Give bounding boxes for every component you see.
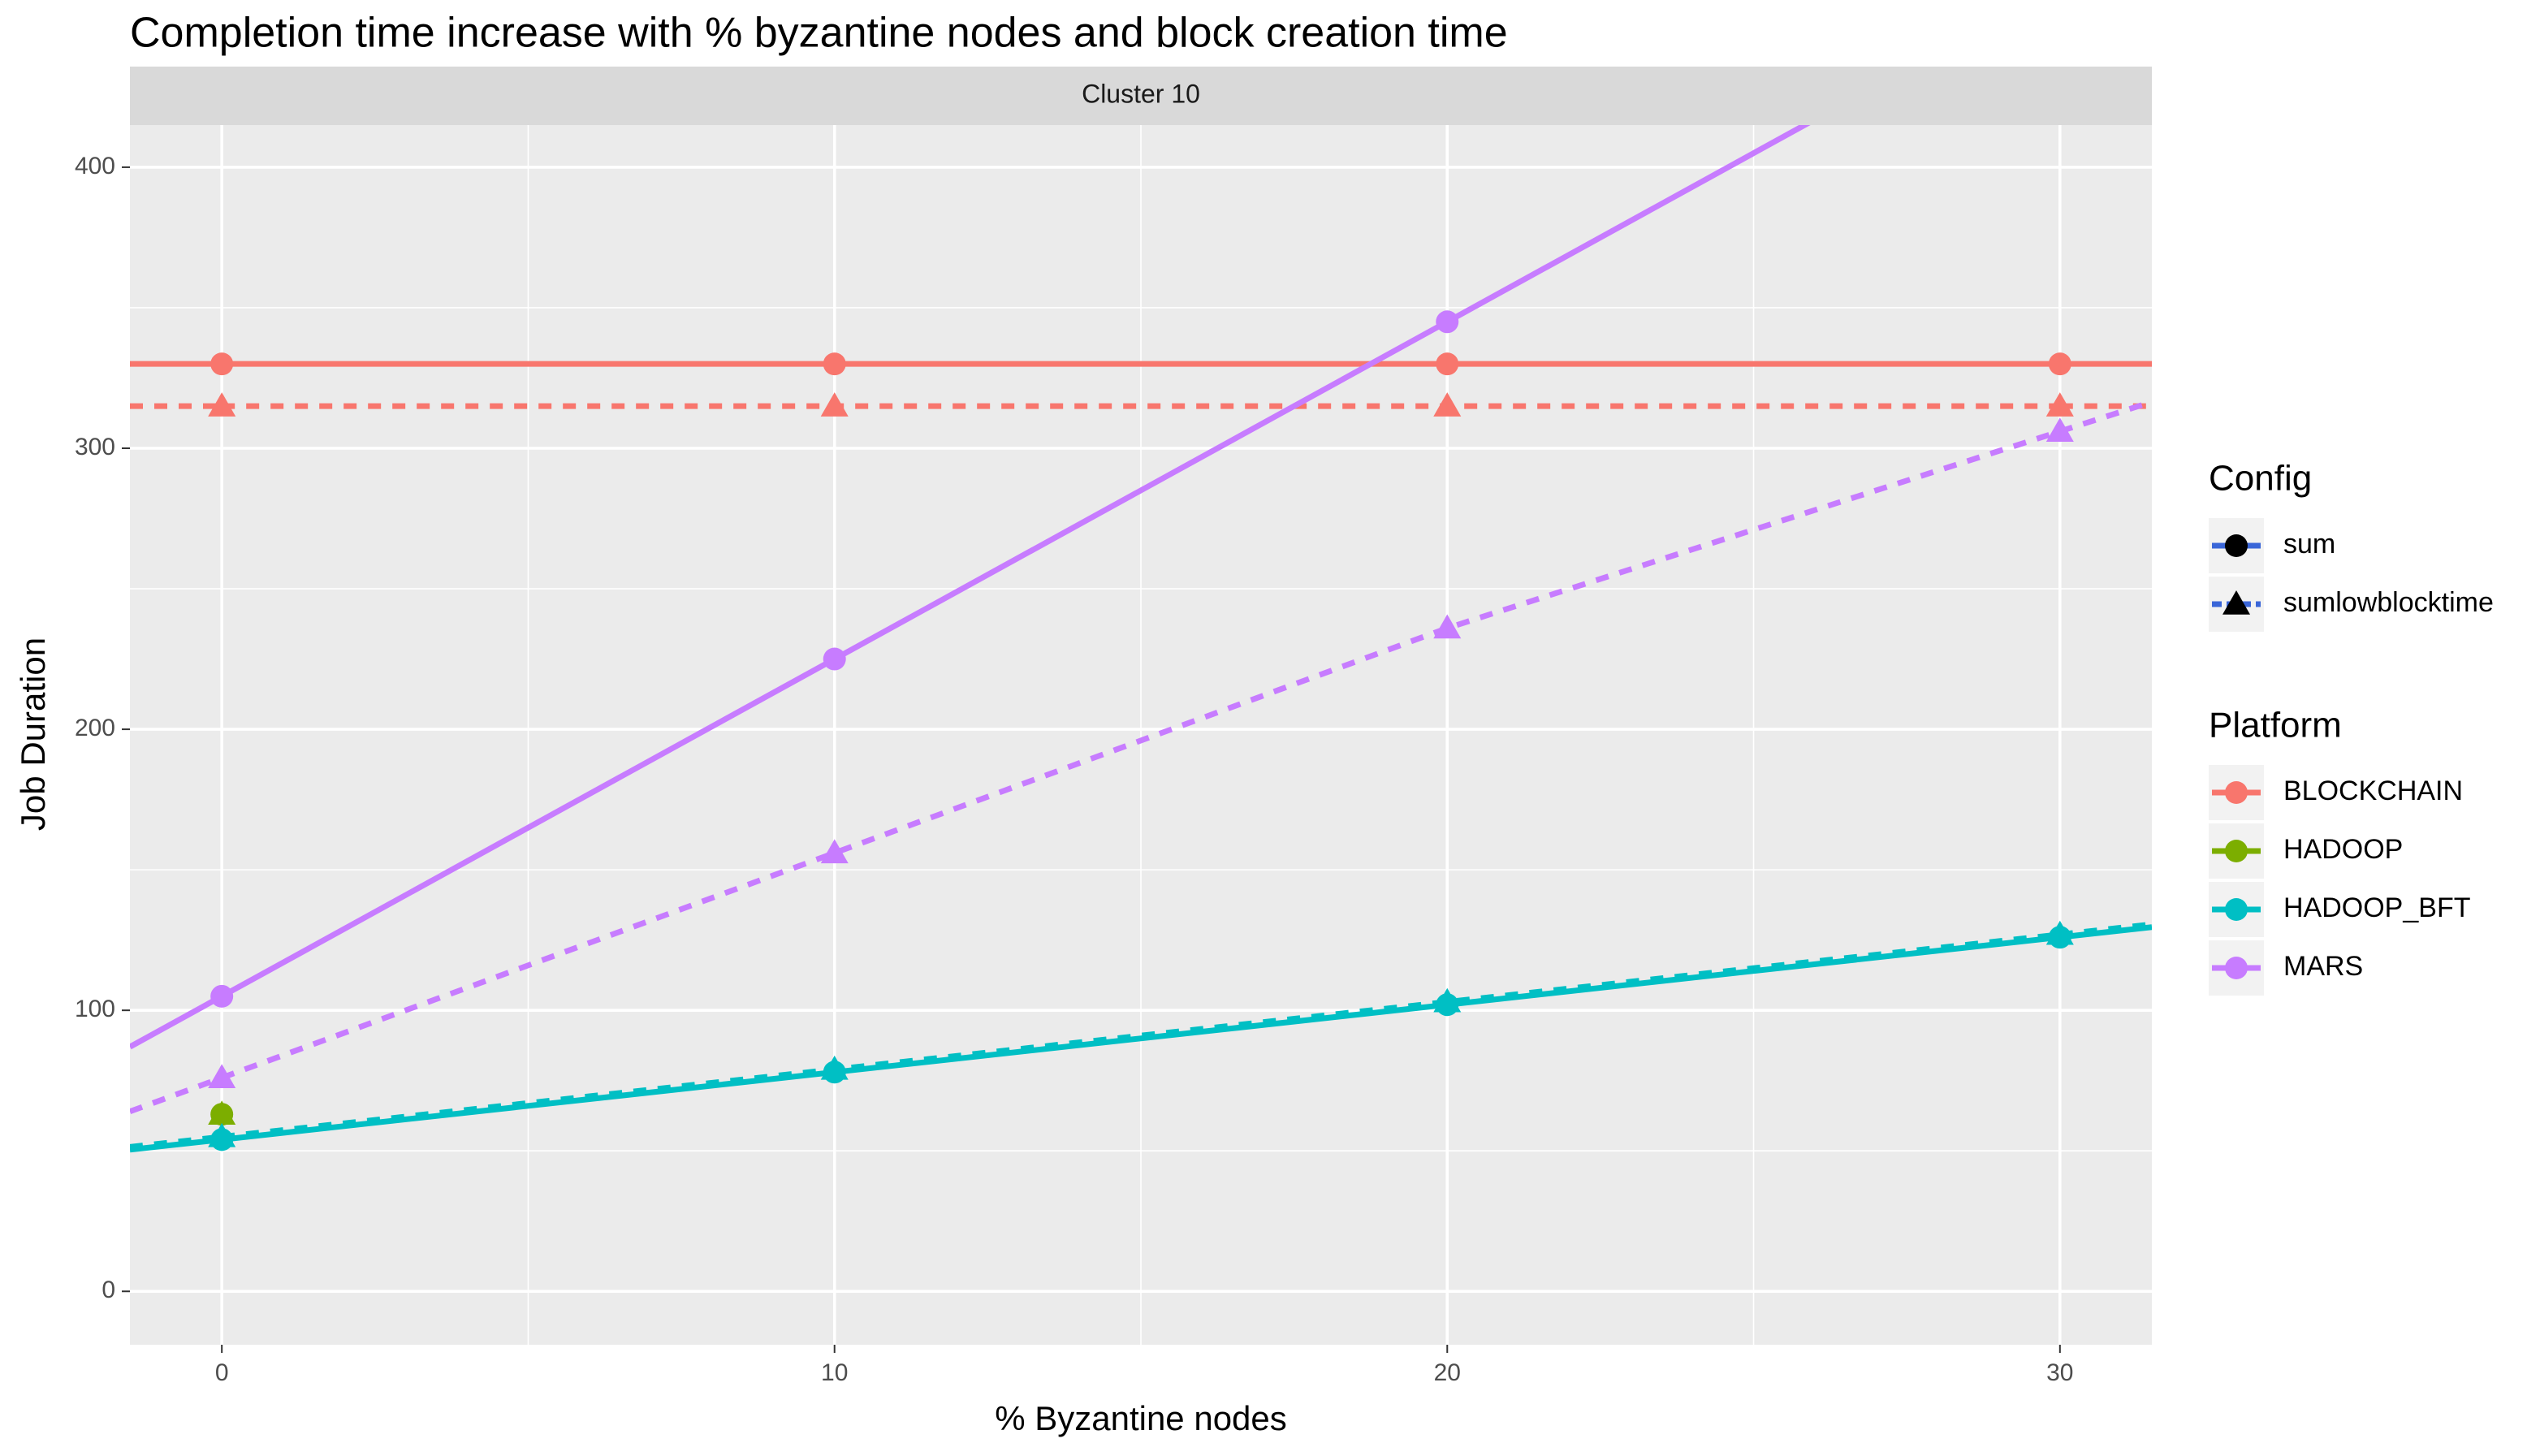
x-axis-title: % Byzantine nodes xyxy=(995,1399,1287,1437)
point xyxy=(823,647,846,671)
point xyxy=(820,1055,849,1080)
legend-symbol xyxy=(2225,840,2248,862)
y-tick-label: 200 xyxy=(75,715,115,741)
point xyxy=(208,1122,236,1147)
plot-marks xyxy=(130,125,2152,1153)
line xyxy=(220,428,2061,1081)
point xyxy=(820,392,849,417)
point xyxy=(2045,392,2074,417)
legend-label: HADOOP_BFT xyxy=(2283,892,2470,923)
legend-label: sumlowblocktime xyxy=(2283,587,2494,618)
legend-label: sum xyxy=(2283,529,2335,560)
grid xyxy=(122,125,2152,1353)
y-axis-title: Job Duration xyxy=(14,637,52,831)
legend-symbol xyxy=(2225,534,2248,557)
point xyxy=(208,1100,236,1125)
y-tick-label: 400 xyxy=(75,153,115,179)
legend-label: HADOOP xyxy=(2283,834,2403,865)
legend: Config sum sumlowblocktime Platform BLOCKCHA… xyxy=(2209,459,2494,996)
legend-label: BLOCKCHAIN xyxy=(2283,776,2463,806)
point xyxy=(1436,352,1459,376)
line xyxy=(220,125,1811,999)
legend-symbol xyxy=(2225,898,2248,921)
legend-label: MARS xyxy=(2283,951,2363,982)
legend-title: Config xyxy=(2209,459,2312,499)
legend-symbol xyxy=(2222,590,2250,615)
chart-title: Completion time increase with % byzantin… xyxy=(130,10,1508,57)
trend-extension xyxy=(130,993,223,1050)
trend-extension xyxy=(130,921,2152,1150)
x-tick-label: 30 xyxy=(2046,1359,2073,1386)
y-tick-label: 0 xyxy=(102,1277,115,1303)
point xyxy=(820,839,849,864)
facet-label: Cluster 10 xyxy=(1082,79,1200,108)
point xyxy=(1433,987,1462,1013)
point xyxy=(1433,392,1462,417)
trend-extension xyxy=(130,399,2152,1115)
point xyxy=(210,352,234,376)
legend-symbol xyxy=(2225,781,2248,804)
x-tick-label: 20 xyxy=(1434,1359,1461,1386)
x-tick-label: 10 xyxy=(821,1359,848,1386)
point xyxy=(210,984,234,1008)
y-tick-label: 100 xyxy=(75,996,115,1022)
point xyxy=(1433,614,1462,639)
point xyxy=(2045,417,2074,442)
legend-title: Platform xyxy=(2209,706,2342,745)
line xyxy=(221,931,2061,1140)
facet-strip xyxy=(130,67,2152,125)
point xyxy=(823,352,846,376)
x-tick-label: 0 xyxy=(215,1359,229,1386)
point xyxy=(208,392,236,417)
point xyxy=(1436,310,1459,334)
point xyxy=(208,1064,236,1088)
point xyxy=(2048,352,2071,376)
y-tick-label: 300 xyxy=(75,434,115,460)
legend-symbol xyxy=(2225,957,2248,979)
point xyxy=(2045,920,2074,945)
